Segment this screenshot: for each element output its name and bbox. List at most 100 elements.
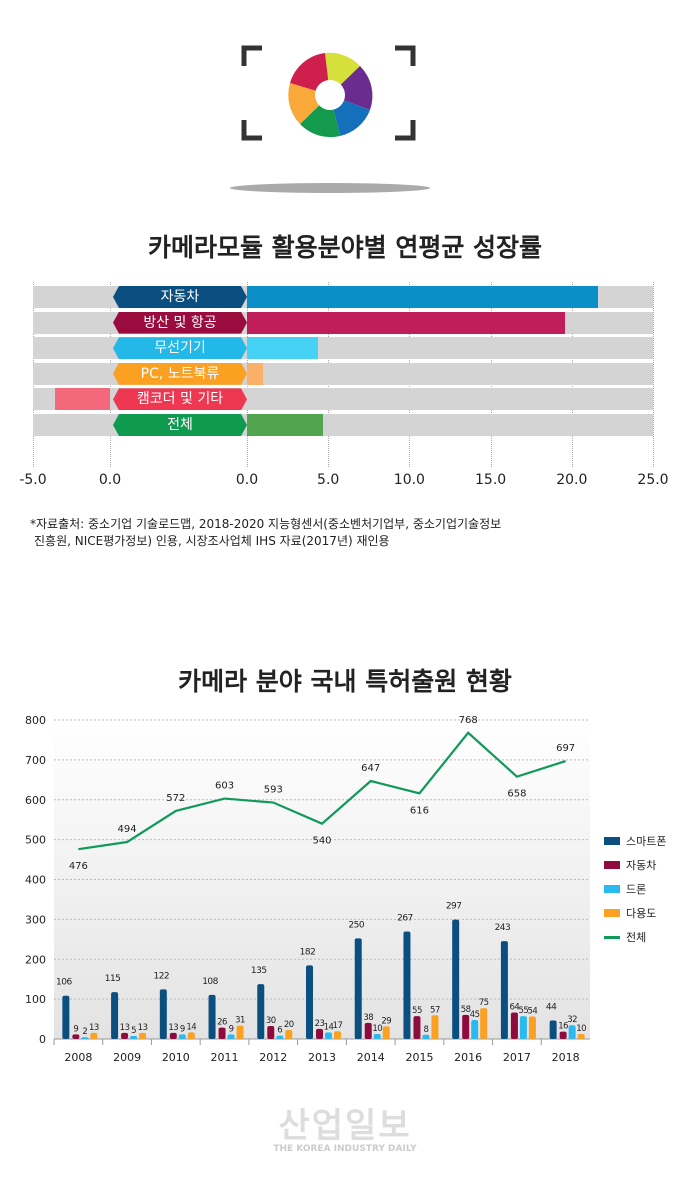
bar-자동차 <box>413 1016 421 1039</box>
bar-드론 <box>130 1036 138 1039</box>
x-tick-label: 2012 <box>259 1051 287 1064</box>
x-tick-label: 2017 <box>503 1051 531 1064</box>
data-label: 13 <box>89 1023 99 1033</box>
x-tick-label: 2011 <box>211 1051 239 1064</box>
bar-스마트폰 <box>159 989 167 1039</box>
data-label: 13 <box>138 1023 148 1033</box>
y-tick-label: 700 <box>25 754 46 767</box>
category-label: 방산 및 항공 <box>113 311 247 334</box>
bar-스마트폰 <box>500 941 508 1039</box>
data-label: 44 <box>546 1002 557 1012</box>
data-label: 135 <box>251 966 267 976</box>
x-tick-label: 2008 <box>64 1051 92 1064</box>
data-label: 9 <box>229 1024 234 1034</box>
data-label: 8 <box>423 1025 428 1035</box>
line-data-label: 697 <box>556 743 575 754</box>
bar-자동차 <box>169 1032 177 1039</box>
bar-다용도 <box>528 1016 536 1039</box>
bar-드론 <box>81 1037 89 1039</box>
data-label: 13 <box>168 1023 178 1033</box>
legend-label: 스마트폰 <box>626 835 666 848</box>
bar-스마트폰 <box>257 984 265 1039</box>
data-label: 32 <box>567 1015 577 1025</box>
x-tick-label: 2013 <box>308 1051 336 1064</box>
y-tick-label: 500 <box>25 834 46 847</box>
watermark-sub: THE KOREA INDUSTRY DAILY <box>273 1144 417 1154</box>
chart2-title: 카메라 분야 국내 특허출원 현황 <box>178 667 512 696</box>
bar <box>247 337 319 360</box>
data-label: 297 <box>446 902 462 912</box>
category-label: 자동차 <box>113 286 247 308</box>
line-data-label: 616 <box>410 805 429 816</box>
line-data-label: 658 <box>507 789 526 800</box>
source-note-line: *자료출처: 중소기업 기술로드맵, 2018-2020 지능형센서(중소벤처기… <box>30 517 502 531</box>
x-tick-label: 10.0 <box>393 472 425 488</box>
bar <box>247 286 598 308</box>
category-label: PC, 노트북류 <box>113 362 247 385</box>
data-label: 57 <box>430 1005 440 1015</box>
legend-swatch <box>604 837 620 845</box>
legend-label: 드론 <box>626 883 646 896</box>
data-label: 6 <box>277 1026 282 1036</box>
y-tick-label: 600 <box>25 794 46 807</box>
bar-다용도 <box>187 1032 195 1039</box>
data-label: 14 <box>186 1022 196 1032</box>
data-label: 108 <box>202 977 218 987</box>
x-tick-label: 5.0 <box>317 472 340 488</box>
y-tick-label: 0 <box>39 1033 46 1046</box>
x-tick-label: 20.0 <box>556 472 588 488</box>
legend-swatch <box>604 885 620 893</box>
x-tick-label: 2014 <box>357 1051 385 1064</box>
data-label: 2 <box>82 1027 87 1037</box>
legend-swatch <box>604 861 620 869</box>
bar-스마트폰 <box>208 994 216 1039</box>
data-label: 58 <box>461 1005 471 1015</box>
legend-label: 자동차 <box>626 859 656 872</box>
x-tick-label: 2015 <box>405 1051 433 1064</box>
bar-스마트폰 <box>62 995 70 1039</box>
bar-다용도 <box>431 1015 439 1039</box>
bar <box>247 414 324 436</box>
bar-자동차 <box>72 1034 80 1039</box>
bar-다용도 <box>382 1026 390 1039</box>
bar-드론 <box>178 1034 186 1039</box>
line-data-label: 647 <box>361 763 380 774</box>
camera-aperture-logo <box>230 45 430 193</box>
data-label: 9 <box>73 1024 78 1034</box>
x-tick-label: 0.0 <box>98 472 122 488</box>
category-label: 무선기기 <box>113 337 247 360</box>
data-label: 106 <box>56 978 72 988</box>
x-tick-label: 0.0 <box>235 472 259 488</box>
x-tick-label: 2010 <box>162 1051 190 1064</box>
bar-자동차 <box>218 1027 226 1039</box>
data-label: 26 <box>217 1018 227 1028</box>
bar-다용도 <box>577 1034 585 1039</box>
data-label: 54 <box>527 1006 537 1016</box>
bar-자동차 <box>462 1014 470 1039</box>
bar <box>247 311 566 334</box>
watermark-logo: 산업일보 THE KOREA INDUSTRY DAILY <box>0 1108 690 1154</box>
legend-label: 다용도 <box>626 907 656 920</box>
bar-드론 <box>373 1034 381 1039</box>
data-label: 31 <box>235 1016 245 1026</box>
bar-드론 <box>471 1020 479 1039</box>
category-label: 캠코더 및 기타 <box>113 388 247 411</box>
bar-드론 <box>519 1016 527 1039</box>
data-label: 29 <box>381 1016 391 1026</box>
bar-드론 <box>276 1035 284 1039</box>
data-label: 14 <box>324 1022 334 1032</box>
data-label: 64 <box>509 1002 519 1012</box>
data-label: 55 <box>412 1006 422 1016</box>
bar-자동차 <box>510 1012 518 1039</box>
bar-다용도 <box>334 1031 341 1039</box>
data-label: 13 <box>120 1023 130 1033</box>
bar-다용도 <box>480 1008 488 1039</box>
data-label: 267 <box>397 914 413 924</box>
bar-스마트폰 <box>403 931 411 1039</box>
y-tick-label: 100 <box>25 993 46 1006</box>
line-data-label: 768 <box>459 715 478 726</box>
legend-label: 전체 <box>626 931 646 944</box>
category-label: 전체 <box>113 414 247 436</box>
bar-다용도 <box>285 1030 293 1039</box>
bar-스마트폰 <box>549 1020 557 1039</box>
